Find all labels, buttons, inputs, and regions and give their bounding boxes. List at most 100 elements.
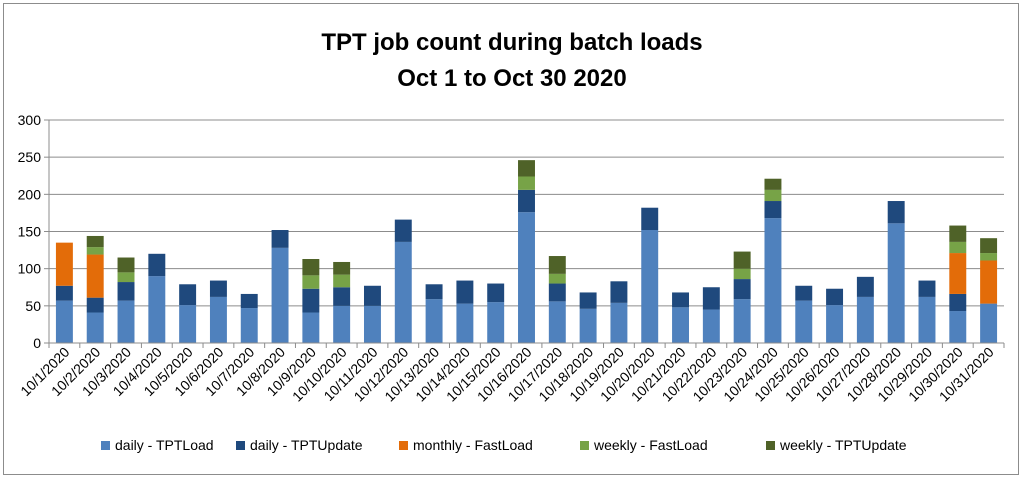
bar-segment-1-28 <box>918 280 936 297</box>
axes <box>48 120 1004 344</box>
bar-segment-4-15 <box>518 160 535 177</box>
bar-segment-0-6 <box>240 308 258 343</box>
bar-segment-1-27 <box>887 201 905 224</box>
bar-segment-1-2 <box>117 282 135 301</box>
chart-svg: TPT job count during batch loads Oct 1 t… <box>17 29 1005 453</box>
bar-segment-0-3 <box>148 276 166 343</box>
bar-segment-0-25 <box>826 305 844 343</box>
bar-segment-1-1 <box>86 297 104 313</box>
bar-segment-0-11 <box>394 241 412 343</box>
bar-segment-1-7 <box>271 230 289 248</box>
legend-swatch-0 <box>101 441 110 450</box>
y-tick-label: 150 <box>18 224 42 240</box>
bar-segment-3-15 <box>518 176 535 190</box>
bar-segment-1-21 <box>702 287 720 310</box>
bar-segment-0-5 <box>209 296 227 343</box>
bar-segment-1-9 <box>333 287 351 306</box>
bar-segment-0-23 <box>764 218 782 343</box>
bar-segment-0-10 <box>363 305 381 343</box>
bar-segment-0-9 <box>333 305 351 343</box>
bar-segment-1-23 <box>764 201 782 219</box>
bar-segment-0-19 <box>641 230 659 343</box>
legend-swatch-2 <box>399 441 408 450</box>
bar-segment-0-13 <box>456 303 474 343</box>
bar-segment-0-29 <box>949 311 967 343</box>
bar-segment-0-2 <box>117 300 135 343</box>
y-tick-label: 250 <box>18 149 42 165</box>
bar-segment-4-30 <box>980 238 998 254</box>
legend-swatch-3 <box>580 441 589 450</box>
y-tick-label: 200 <box>18 186 42 202</box>
bar-segment-1-15 <box>518 189 535 213</box>
bar-segment-0-17 <box>579 308 597 343</box>
bar-segment-0-8 <box>302 312 320 343</box>
bar-segment-1-29 <box>949 293 967 312</box>
legend-label-4: weekly - TPTUpdate <box>779 437 907 453</box>
bar-segment-3-30 <box>980 253 998 261</box>
x-axis-ticks: 10/1/202010/2/202010/3/202010/4/202010/5… <box>17 343 1005 405</box>
legend-label-3: weekly - FastLoad <box>593 437 708 453</box>
bar-segment-4-1 <box>86 235 104 248</box>
bar-segment-1-20 <box>672 292 690 308</box>
bar-segment-0-26 <box>856 296 874 343</box>
bar-segment-0-27 <box>887 223 905 343</box>
bar-segment-0-18 <box>610 302 628 343</box>
bar-segment-1-14 <box>487 283 505 303</box>
bar-segment-1-18 <box>610 281 628 303</box>
bar-segment-1-25 <box>826 288 844 306</box>
bar-segment-2-1 <box>86 254 104 298</box>
y-tick-label: 300 <box>18 112 42 128</box>
bar-segment-1-13 <box>456 280 474 304</box>
chart-title-line-2: Oct 1 to Oct 30 2020 <box>397 65 626 92</box>
bar-segment-4-29 <box>949 225 967 242</box>
bar-segment-0-20 <box>672 307 690 343</box>
bar-segment-0-14 <box>487 302 505 343</box>
bar-segment-0-1 <box>86 312 104 343</box>
bar-segment-1-5 <box>209 280 227 297</box>
bar-segment-1-0 <box>55 285 73 301</box>
bar-segment-3-8 <box>302 275 320 289</box>
bar-segment-4-8 <box>302 259 320 276</box>
bar-segment-1-11 <box>394 219 412 242</box>
bar-segment-1-24 <box>795 285 813 301</box>
bar-segment-1-3 <box>148 253 166 277</box>
bar-segment-4-23 <box>764 178 782 190</box>
bar-segment-0-15 <box>518 212 535 343</box>
bar-segment-0-0 <box>55 300 73 343</box>
bar-segment-3-23 <box>764 189 782 202</box>
legend-label-0: daily - TPTLoad <box>115 437 214 453</box>
bar-segment-3-29 <box>949 241 967 254</box>
bar-segment-3-22 <box>733 268 751 280</box>
y-axis-ticks: 0 50 100 150 200 250 300 <box>18 112 49 351</box>
bar-segment-1-10 <box>363 285 381 306</box>
bar-segment-1-8 <box>302 288 320 313</box>
bar-segment-4-22 <box>733 251 751 269</box>
bar-segment-0-22 <box>733 299 751 343</box>
bar-segment-3-2 <box>117 272 135 283</box>
bar-segment-1-12 <box>425 284 443 300</box>
bars <box>55 160 998 343</box>
bar-segment-4-16 <box>548 256 566 274</box>
bar-segment-0-4 <box>179 305 197 343</box>
bar-segment-2-29 <box>949 253 967 294</box>
bar-segment-2-0 <box>55 242 73 286</box>
bar-segment-2-30 <box>980 260 998 304</box>
bar-segment-1-17 <box>579 292 597 309</box>
legend-label-2: monthly - FastLoad <box>413 437 533 453</box>
bar-segment-0-7 <box>271 247 289 343</box>
y-tick-label: 100 <box>18 261 42 277</box>
legend-swatch-1 <box>236 441 245 450</box>
y-tick-label: 0 <box>33 335 41 351</box>
bar-segment-4-2 <box>117 257 135 273</box>
chart-frame: TPT job count during batch loads Oct 1 t… <box>3 3 1019 475</box>
bar-segment-0-16 <box>548 301 566 343</box>
bar-segment-3-9 <box>333 274 351 288</box>
bar-segment-0-12 <box>425 299 443 343</box>
bar-segment-4-9 <box>333 261 351 275</box>
bar-segment-0-28 <box>918 296 936 343</box>
bar-segment-1-22 <box>733 279 751 300</box>
bar-segment-0-24 <box>795 300 813 343</box>
bar-segment-0-30 <box>980 303 998 343</box>
legend: daily - TPTLoad daily - TPTUpdate monthly … <box>101 437 907 453</box>
chart-title-line-1: TPT job count during batch loads <box>321 29 702 56</box>
